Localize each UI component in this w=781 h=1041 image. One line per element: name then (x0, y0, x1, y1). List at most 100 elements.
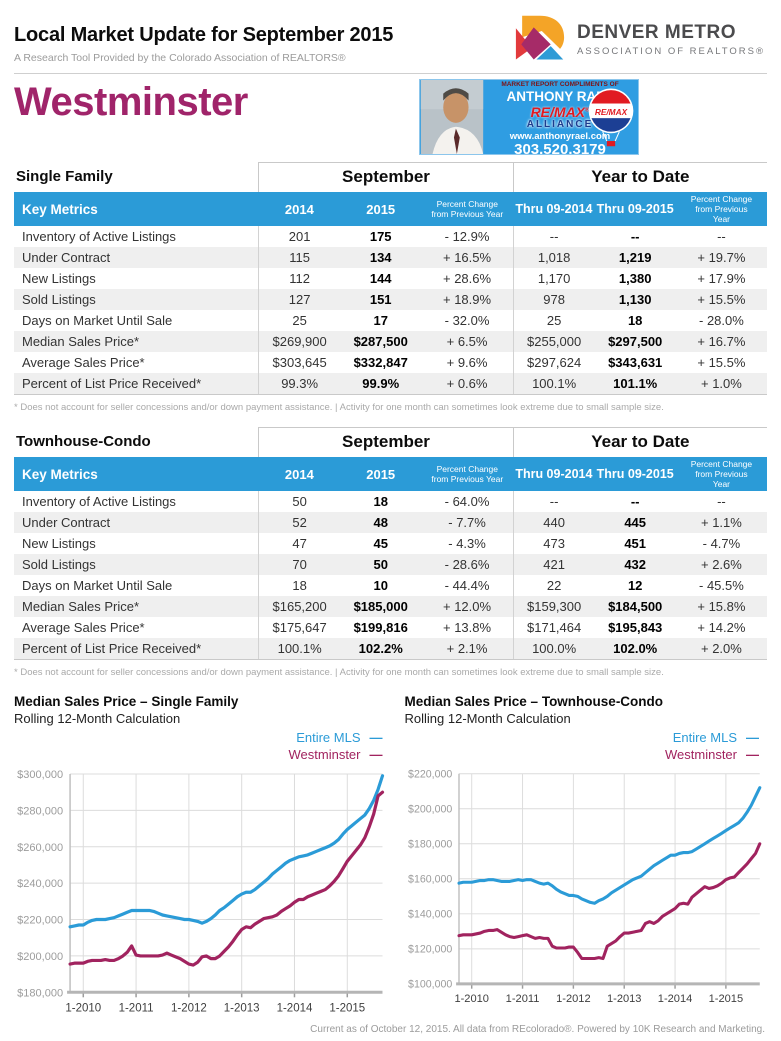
metric-value: $255,000 (512, 331, 595, 353)
svg-text:$220,000: $220,000 (17, 914, 63, 926)
metric-value: + 2.1% (421, 638, 514, 661)
metric-value: 50 (373, 557, 388, 573)
svg-text:$280,000: $280,000 (17, 805, 63, 817)
metric-value: 22 (512, 575, 595, 597)
metric-label: Days on Market Until Sale (22, 578, 173, 594)
metric-value: $195,843 (608, 620, 663, 636)
metric-value: 432 (624, 557, 647, 573)
metric-value: 1,380 (618, 271, 652, 287)
svg-text:1-2012: 1-2012 (171, 1002, 207, 1014)
table-group-header: Townhouse-Condo September Year to Date (14, 427, 767, 458)
metric-label: Average Sales Price* (22, 620, 145, 636)
svg-text:RE/MAX: RE/MAX (595, 107, 628, 117)
metric-value: + 13.8% (443, 620, 492, 636)
metric-value: 101.1% (594, 373, 676, 396)
metric-value: - 4.3% (448, 536, 486, 552)
group-header-september: September (258, 427, 514, 458)
charts-section: Median Sales Price – Single Family Rolli… (14, 694, 767, 1018)
svg-text:$100,000: $100,000 (408, 979, 452, 991)
table-group-header: Single Family September Year to Date (14, 162, 767, 192)
metric-value: 151 (369, 292, 392, 308)
chart-subtitle: Rolling 12-Month Calculation (404, 711, 571, 727)
metric-value: 12 (627, 578, 643, 594)
metric-value: 1,219 (618, 250, 652, 266)
metric-value: $343,631 (608, 355, 663, 371)
metric-value: 48 (373, 515, 388, 531)
metric-value: + 2.6% (701, 557, 742, 573)
metric-value: + 15.8% (697, 599, 746, 615)
metric-value: 10 (373, 578, 388, 594)
column-header: Thru 09-2014 (513, 457, 595, 492)
column-header: 2015 (340, 192, 422, 227)
metric-value: - 64.0% (444, 494, 490, 510)
metric-value: 100.0% (512, 638, 595, 661)
metric-value: 175 (369, 229, 392, 245)
legend-line-swatch: — (369, 730, 383, 746)
table-footnote: * Does not account for seller concession… (14, 667, 664, 679)
metric-value: + 28.6% (443, 271, 492, 287)
realtor-ad: MARKET REPORT COMPLIMENTS OF ANTHONY RAE… (419, 79, 639, 155)
metric-value: 25 (512, 310, 595, 332)
realtor-photo (420, 80, 484, 154)
legend-line-swatch: — (746, 730, 759, 746)
svg-text:1-2015: 1-2015 (708, 993, 743, 1005)
metric-value: 978 (512, 289, 595, 311)
legend-line-swatch: — (369, 746, 383, 762)
metric-value: - 4.7% (702, 536, 741, 552)
legend-item-entire-mls: Entire MLS — (672, 730, 759, 746)
table-row: Sold Listings 70 50 - 28.6% 421 432 + 2.6% (14, 554, 767, 576)
metric-value: 45 (373, 536, 388, 552)
metric-value: + 2.0% (675, 638, 767, 661)
table-row: New Listings 112 144 + 28.6% 1,170 1,380 + 17.… (14, 268, 767, 290)
metric-value: 421 (512, 554, 595, 576)
metric-value: + 15.5% (697, 292, 746, 308)
report-header-text: Local Market Update for September 2015 A… (14, 8, 393, 73)
chart-block-single-family: Median Sales Price – Single Family Rolli… (14, 694, 391, 1018)
chart-title: Median Sales Price – Townhouse-Condo (404, 694, 664, 710)
metric-value: + 0.6% (421, 373, 514, 396)
table-row: Sold Listings 127 151 + 18.9% 978 1,130 + 15.5… (14, 289, 767, 311)
report-footer: Current as of October 12, 2015. All data… (310, 1024, 765, 1036)
metric-value: + 6.5% (446, 334, 488, 350)
svg-text:1-2010: 1-2010 (65, 1002, 101, 1014)
metric-label: Median Sales Price* (22, 599, 140, 615)
metric-value: $269,900 (258, 331, 341, 353)
legend-item-westminster: Westminster — (288, 746, 383, 762)
dmar-logo-name: DENVER METRO (576, 21, 737, 43)
metric-value: 52 (258, 512, 341, 534)
metric-label: Under Contract (22, 515, 111, 531)
column-header: Percent Change from Previous Year (675, 192, 767, 227)
metric-value: -- (630, 494, 640, 510)
townhouse-condo-table: Townhouse-Condo September Year to Date K… (14, 427, 767, 661)
metric-value: 445 (624, 515, 647, 531)
metric-value: 201 (258, 226, 341, 248)
metric-value: -- (717, 494, 726, 510)
chart-title: Median Sales Price – Single Family (14, 694, 239, 710)
legend-item-westminster: Westminster — (665, 746, 759, 762)
table-row: Average Sales Price* $175,647 $199,816 + 13… (14, 617, 767, 639)
chart-legend: Entire MLS — Westminster — (405, 730, 759, 764)
table-row: Median Sales Price* $165,200 $185,000 + 12.… (14, 596, 767, 618)
metric-value: $171,464 (512, 617, 595, 639)
metric-value: $159,300 (512, 596, 595, 618)
metric-value: $287,500 (353, 334, 408, 350)
metric-label: Under Contract (22, 250, 111, 266)
column-header: Key Metrics (14, 192, 259, 227)
metric-value: + 15.5% (697, 355, 746, 371)
svg-text:$160,000: $160,000 (408, 874, 452, 886)
metric-value: - 28.0% (699, 313, 744, 329)
table-row: Under Contract 115 134 + 16.5% 1,018 1,219 + 1… (14, 247, 767, 269)
svg-text:1-2010: 1-2010 (454, 993, 489, 1005)
table-row: Median Sales Price* $269,900 $287,500 + 6.5… (14, 331, 767, 353)
table-row: Under Contract 52 48 - 7.7% 440 445 + 1.1% (14, 512, 767, 534)
metric-value: 100.1% (258, 638, 341, 661)
svg-text:$180,000: $180,000 (17, 987, 63, 999)
metric-value: -- (512, 226, 595, 248)
realtor-ad-text: MARKET REPORT COMPLIMENTS OF ANTHONY RAE… (484, 80, 638, 154)
metric-value: -- (630, 229, 640, 245)
metric-value: + 17.9% (697, 271, 746, 287)
metric-label: Sold Listings (22, 557, 96, 573)
city-row: Westminster MARKET REPORT COMPLIMENTS OF… (14, 76, 767, 158)
table-row: Percent of List Price Received* 100.1% 102… (14, 638, 767, 661)
